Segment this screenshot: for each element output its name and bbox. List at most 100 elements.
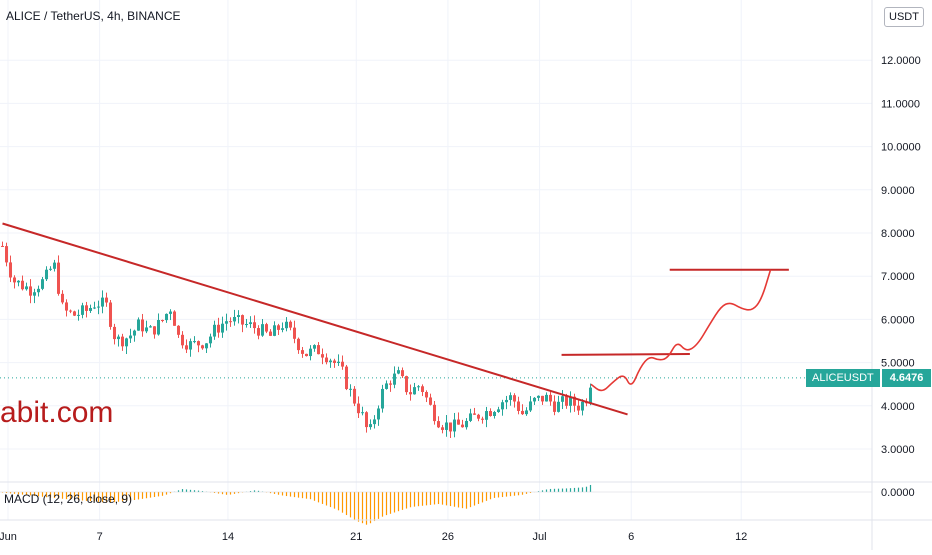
candle-body [341, 361, 345, 367]
last-price-value: 4.6476 [881, 369, 932, 387]
candle-body [325, 357, 329, 363]
candle-body [189, 341, 193, 350]
candle-body [469, 413, 473, 421]
x-tick-label: 26 [442, 531, 454, 543]
candle-body [433, 404, 437, 422]
y-tick-label: 5.0000 [881, 358, 915, 370]
candle-body [437, 421, 441, 428]
candle-body [201, 345, 205, 349]
symbol-title: ALICE / TetherUS, 4h, BINANCE [6, 9, 181, 23]
candle-body [485, 411, 489, 420]
candle-body [5, 246, 9, 263]
candle-body [313, 345, 317, 349]
candle-body [301, 350, 305, 354]
y-tick-label: 7.0000 [881, 271, 915, 283]
projection-curve[interactable] [590, 269, 772, 392]
candle-body [165, 313, 169, 321]
x-tick-label: 12 [735, 531, 747, 543]
candle-body [309, 348, 313, 357]
candle-body [481, 418, 485, 420]
y-tick-label: 6.0000 [881, 314, 915, 326]
candle-body [169, 311, 173, 314]
candle-body [569, 396, 573, 406]
candle-body [241, 315, 245, 325]
candle-body [357, 403, 361, 414]
candle-body [117, 336, 121, 340]
y-tick-label: 8.0000 [881, 228, 915, 240]
candle-body [233, 316, 237, 322]
candle-body [541, 395, 545, 402]
candle-body [185, 345, 189, 350]
candle-body [109, 302, 113, 327]
candle-body [345, 366, 349, 390]
y-tick-label: 12.0000 [881, 55, 921, 67]
candle-body [229, 321, 233, 323]
candle-body [29, 286, 33, 296]
candles [1, 241, 593, 438]
candle-body [589, 387, 593, 404]
annotations [2, 222, 789, 416]
candle-body [389, 383, 393, 385]
trendline[interactable] [2, 222, 628, 416]
candle-body [285, 321, 289, 329]
candle-body [245, 324, 249, 326]
candle-body [397, 370, 401, 374]
candle-body [297, 338, 301, 351]
candle-body [465, 420, 469, 428]
candle-body [49, 268, 53, 270]
y-tick-label: 11.0000 [881, 98, 920, 110]
candle-body [1, 245, 5, 247]
candle-body [477, 414, 481, 419]
candle-body [73, 311, 77, 316]
candle-body [57, 262, 61, 294]
macd-indicator-label[interactable]: MACD (12, 26, close, 9) [4, 492, 133, 506]
candle-body [105, 297, 109, 303]
candle-body [381, 388, 385, 409]
candle-body [221, 323, 225, 333]
candle-body [121, 336, 125, 347]
candle-body [505, 399, 509, 403]
candle-body [197, 341, 201, 346]
candle-body [181, 334, 185, 346]
candle-body [209, 336, 213, 344]
x-tick-label: 14 [222, 531, 234, 543]
currency-button[interactable]: USDT [884, 7, 924, 27]
candle-body [349, 388, 353, 390]
candle-body [45, 269, 49, 280]
candle-body [529, 401, 533, 411]
candle-body [77, 314, 81, 316]
candle-body [137, 319, 141, 331]
candle-body [277, 325, 281, 330]
candle-body [445, 422, 449, 430]
candle-body [265, 324, 269, 332]
candle-body [393, 373, 397, 385]
y-tick-label: 9.0000 [881, 185, 915, 197]
candle-body [561, 396, 565, 402]
candle-body [513, 395, 517, 402]
candle-body [141, 319, 145, 332]
grid-lines [0, 0, 872, 520]
candle-body [581, 401, 585, 411]
candle-body [269, 331, 273, 336]
candle-body [429, 397, 433, 405]
x-tick-label: 6 [628, 531, 634, 543]
candle-body [441, 427, 445, 430]
candle-body [385, 383, 389, 389]
candle-body [573, 396, 577, 406]
candle-body [425, 391, 429, 398]
resistance-line-1[interactable] [561, 352, 690, 356]
candle-body [81, 305, 85, 315]
candle-body [145, 327, 149, 332]
candle-body [453, 419, 457, 432]
candle-body [461, 424, 465, 428]
candle-body [305, 353, 309, 357]
candle-body [553, 401, 557, 412]
candle-body [557, 401, 561, 412]
macd-zero-tick: 0.0000 [881, 487, 915, 499]
candle-body [293, 327, 297, 339]
candle-body [509, 395, 513, 400]
candle-body [317, 345, 321, 355]
candle-body [193, 341, 197, 343]
